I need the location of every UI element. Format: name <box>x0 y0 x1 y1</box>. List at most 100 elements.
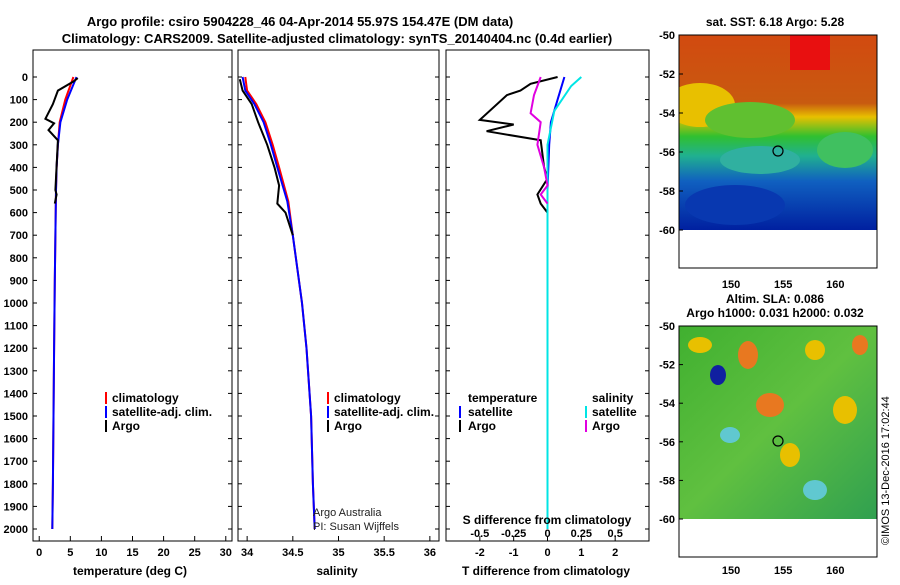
depth-tick-label: 1400 <box>4 388 28 400</box>
legend-label-climatology: climatology <box>334 391 401 405</box>
x-tick-label: 2 <box>612 547 618 559</box>
sst-argo-marker <box>772 145 784 157</box>
lon-tick-label: 150 <box>722 279 740 291</box>
depth-tick-label: 1700 <box>4 456 28 468</box>
sla-map-axes: -50 -52 -54 -56 -58 -60 150 155 160 <box>659 321 844 577</box>
depth-tick-label: 100 <box>10 95 28 107</box>
depth-tick-label: 900 <box>10 275 28 287</box>
lon-tick-label: 150 <box>722 565 740 577</box>
series-line-argo <box>44 77 79 204</box>
legend-swatch-argo <box>105 420 107 432</box>
temperature-plot-frame <box>32 49 233 542</box>
legend-label-satellite: satellite-adj. clim. <box>112 405 212 419</box>
depth-tick-label: 800 <box>10 253 28 265</box>
depth-tick-label: 600 <box>10 208 28 220</box>
lat-tick-label: -52 <box>659 360 675 372</box>
salinity-xlabel: salinity <box>316 564 358 578</box>
sst-map-axes: -50 -52 -54 -56 -58 -60 150 155 160 <box>659 30 844 291</box>
depth-tick-label: 500 <box>10 185 28 197</box>
depth-tick-label: 1900 <box>4 501 28 513</box>
legend-swatch-satellite <box>105 406 107 418</box>
depth-tick-label: 1200 <box>4 343 28 355</box>
lat-tick-label: -54 <box>659 398 676 410</box>
legend-header-temperature: temperature <box>468 391 538 405</box>
s-difference-title: S difference from climatology <box>463 513 632 527</box>
temperature-legend: climatology satellite-adj. clim. Argo <box>105 391 212 433</box>
legend-swatch-climatology <box>105 392 107 404</box>
legend-label-satellite: satellite-adj. clim. <box>334 405 434 419</box>
lon-tick-label: 160 <box>826 279 844 291</box>
series-line-climatology <box>244 76 316 530</box>
legend-swatch-s-satellite <box>585 406 587 418</box>
series-line-salinity-argo <box>529 76 549 205</box>
lat-tick-label: -56 <box>659 147 675 159</box>
salinity-plot-frame <box>237 49 440 542</box>
x-tick-label: 30 <box>220 547 232 559</box>
depth-tick-label: 700 <box>10 230 28 242</box>
series-line-satellite-adj-clim- <box>51 76 78 530</box>
s-diff-tick-label: 0.5 <box>608 528 623 540</box>
series-line-argo <box>238 79 294 236</box>
s-diff-tick-label: -0.5 <box>470 528 489 540</box>
sla-map <box>679 326 877 519</box>
legend-label-t-argo: Argo <box>468 419 496 433</box>
sst-map-title: sat. SST: 6.18 Argo: 5.28 <box>706 15 845 29</box>
depth-tick-label: 2000 <box>4 524 28 536</box>
credit-line2: PI: Susan Wijffels <box>313 521 399 533</box>
depth-tick-label: 0 <box>22 72 28 84</box>
lat-tick-label: -60 <box>659 514 675 526</box>
legend-label-s-argo: Argo <box>592 419 620 433</box>
depth-tick-label: 400 <box>10 162 28 174</box>
series-line-temperature-satellite <box>546 76 566 529</box>
depth-tick-label: 1100 <box>4 321 28 333</box>
lat-tick-label: -58 <box>659 475 675 487</box>
depth-tick-label: 300 <box>10 140 28 152</box>
x-tick-label: 15 <box>126 547 138 559</box>
sla-map-title2: Argo h1000: 0.031 h2000: 0.032 <box>686 306 864 320</box>
series-line-satellite-adj-clim- <box>241 76 316 530</box>
lat-tick-label: -60 <box>659 225 675 237</box>
sst-map <box>679 35 877 230</box>
imos-watermark: ©IMOS 13-Dec-2016 17:02:44 <box>880 396 892 545</box>
depth-tick-label: 1600 <box>4 434 28 446</box>
sla-argo-marker <box>772 435 784 447</box>
lat-tick-label: -52 <box>659 69 675 81</box>
lon-tick-label: 155 <box>774 279 792 291</box>
legend-swatch-s-argo <box>585 420 587 432</box>
depth-tick-label: 1800 <box>4 479 28 491</box>
legend-swatch-argo <box>327 420 329 432</box>
depth-tick-label: 1500 <box>4 411 28 423</box>
x-tick-label: 25 <box>189 547 201 559</box>
lat-tick-label: -54 <box>659 108 676 120</box>
legend-label-climatology: climatology <box>112 391 179 405</box>
lon-tick-label: 155 <box>774 565 792 577</box>
legend-swatch-t-argo <box>459 420 461 432</box>
x-tick-label: -1 <box>509 547 519 559</box>
x-tick-label: 34.5 <box>282 547 303 559</box>
legend-header-salinity: salinity <box>592 391 634 405</box>
figure-title-line1: Argo profile: csiro 5904228_46 04-Apr-20… <box>87 14 513 29</box>
s-diff-tick-label: 0 <box>544 528 550 540</box>
depth-tick-label: 1000 <box>4 298 28 310</box>
legend-swatch-satellite <box>327 406 329 418</box>
lon-tick-label: 160 <box>826 565 844 577</box>
x-tick-label: 1 <box>578 547 584 559</box>
x-tick-label: 0 <box>36 547 42 559</box>
lat-tick-label: -56 <box>659 437 675 449</box>
lat-tick-label: -58 <box>659 186 675 198</box>
s-diff-tick-label: 0.25 <box>571 528 592 540</box>
salinity-legend: climatology satellite-adj. clim. Argo <box>327 391 434 433</box>
x-tick-label: 5 <box>67 547 73 559</box>
x-tick-label: 20 <box>157 547 169 559</box>
x-tick-label: 0 <box>544 547 550 559</box>
sla-map-title1: Altim. SLA: 0.086 <box>726 292 824 306</box>
x-tick-label: 35.5 <box>373 547 394 559</box>
x-tick-label: 35 <box>332 547 344 559</box>
depth-axis: 0 100 200 300 400 500 600 700 800 900 1000 1100 1200… <box>4 72 28 536</box>
legend-swatch-climatology <box>327 392 329 404</box>
legend-swatch-t-satellite <box>459 406 461 418</box>
x-tick-label: 34 <box>241 547 254 559</box>
credit-line1: Argo Australia <box>313 507 382 519</box>
series-line-salinity-satellite <box>546 76 582 529</box>
lat-tick-label: -50 <box>659 321 675 333</box>
